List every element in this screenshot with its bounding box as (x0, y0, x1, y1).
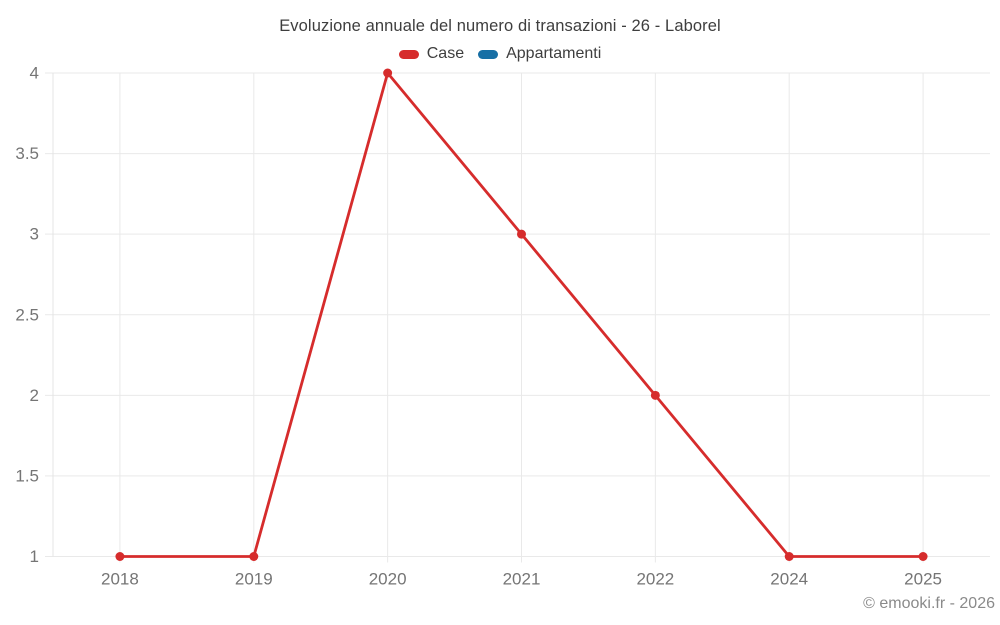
x-tick-label: 2021 (503, 570, 541, 589)
data-point-case-2021[interactable] (517, 229, 526, 239)
x-tick-label: 2018 (101, 570, 139, 589)
data-point-case-2018[interactable] (115, 552, 125, 561)
x-tick-label: 2022 (636, 570, 674, 589)
y-tick-label: 1 (30, 547, 39, 566)
data-point-case-2024[interactable] (784, 552, 794, 561)
legend-label-case: Case (426, 45, 465, 62)
legend-swatch-appartamenti-icon (478, 49, 499, 59)
x-tick-label: 2024 (770, 570, 808, 589)
data-point-case-2025[interactable] (918, 552, 928, 561)
y-tick-label: 3 (30, 225, 39, 244)
x-tick-label: 2025 (904, 570, 942, 589)
legend-label-appartamenti: Appartamenti (506, 45, 602, 62)
legend: Case Appartamenti (0, 45, 1000, 63)
y-tick-label: 4 (30, 64, 39, 83)
y-tick-label: 2.5 (15, 305, 39, 324)
y-tick-label: 1.5 (15, 466, 39, 485)
legend-item-case[interactable]: Case (398, 45, 465, 63)
legend-swatch-case-icon (398, 49, 419, 59)
y-tick-label: 3.5 (15, 144, 39, 163)
chart-title: Evoluzione annuale del numero di transaz… (279, 17, 721, 35)
x-tick-label: 2020 (369, 570, 407, 589)
y-tick-label: 2 (30, 386, 39, 405)
data-point-case-2022[interactable] (650, 390, 660, 400)
data-point-case-2020[interactable] (383, 68, 393, 78)
x-tick-label: 2019 (235, 570, 273, 589)
legend-item-appartamenti[interactable]: Appartamenti (478, 45, 601, 63)
copyright: © emooki.fr - 2026 (863, 595, 995, 612)
data-point-case-2019[interactable] (249, 552, 259, 561)
